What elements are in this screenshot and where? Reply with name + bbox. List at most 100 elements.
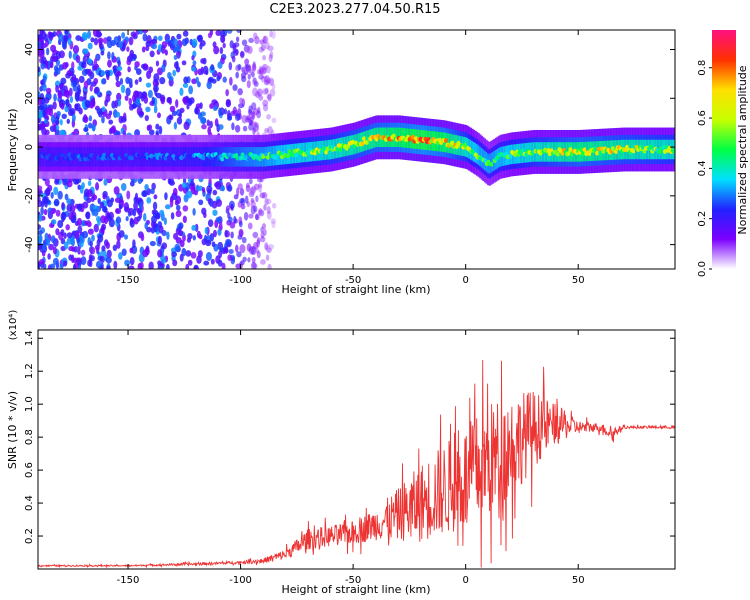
spectrogram-noise-cell	[264, 127, 270, 134]
spectrogram-noise-cell	[266, 114, 271, 120]
y-tick-label: 1.4	[24, 330, 35, 346]
spectrogram-noise-cell	[151, 38, 158, 45]
spectrogram-noise-cell	[150, 188, 155, 195]
spectrogram-noise-cell	[125, 216, 129, 222]
spectrogram-noise-cell	[171, 110, 177, 117]
spectrogram-noise-cell	[207, 219, 214, 228]
spectrogram-peak-cell	[338, 147, 343, 152]
spectrogram-noise-cell	[271, 117, 277, 124]
colorbar: 0.0 0.2 0.4 0.6 0.8 Normalized spectral ampl…	[697, 30, 749, 277]
spectrogram-noise-cell	[44, 118, 48, 125]
spectrogram-noise-cell	[185, 263, 190, 269]
spectrogram-noise-cell	[158, 125, 163, 135]
spectrogram-noise-cell	[252, 87, 258, 97]
spectrogram-noise-cell	[118, 230, 125, 238]
spectrogram-noise-cell	[255, 213, 259, 221]
spectrogram-noise-cell	[182, 96, 188, 104]
spectrogram-noise-cell	[259, 67, 265, 75]
spectrogram-noise-cell	[75, 257, 82, 263]
spectrogram-axes: -150 -100 -50 0 50 -40 -20 0 20 40	[24, 30, 675, 286]
spectrogram-noise-cell	[215, 30, 222, 36]
spectrogram-noise-cell	[225, 205, 231, 211]
spectrogram-noise-cell	[264, 75, 271, 84]
spectrogram-noise-cell	[198, 199, 204, 206]
spectrogram-noise-cell	[210, 258, 215, 265]
spectrogram-noise-cell	[231, 122, 235, 131]
snr-x-axis-label: Height of straight line (km)	[281, 583, 430, 596]
snr-axes: -150 -100 -50 0 50 0.2 0.4 0.6 0.8 1.0 1.2 1.4	[24, 330, 675, 586]
spectrogram-noise-cell	[84, 48, 89, 54]
spectrogram-noise-cell	[258, 208, 263, 216]
spectrogram-noise-cell	[188, 85, 194, 95]
spectrogram-noise-cell	[200, 116, 206, 124]
spectrogram-noise-cell	[53, 186, 59, 196]
spectrogram-noise-cell	[50, 235, 56, 244]
spectrogram-noise-cell	[206, 185, 213, 194]
spectrogram-noise-cell	[91, 234, 95, 242]
y-tick-label: 0	[24, 144, 35, 150]
spectrogram-noise-cell	[48, 108, 54, 117]
y-tick-label: 0.4	[24, 495, 35, 511]
spectrogram-noise-cell	[271, 83, 276, 90]
spectrogram-noise-cell	[241, 114, 248, 124]
spectrogram-noise-cell	[103, 178, 108, 186]
spectrogram-noise-cell	[233, 218, 238, 224]
spectrogram-noise-cell	[87, 189, 93, 198]
spectrogram-noise-cell	[266, 198, 272, 205]
spectrogram-noise-cell	[260, 226, 264, 233]
spectrogram-noise-cell	[66, 180, 73, 188]
spectrogram-noise-cell	[268, 243, 275, 250]
spectrogram-noise-cell	[160, 44, 166, 54]
spectrogram-noise-cell	[267, 45, 274, 52]
spectrogram-noise-cell	[194, 106, 199, 115]
spectrogram-noise-cell	[41, 56, 47, 65]
spectrogram-noise-cell	[249, 68, 254, 76]
spectrogram-noise-cell	[215, 180, 222, 190]
spectrogram-noise-cell	[225, 99, 231, 108]
spectrogram-noise-cell	[90, 196, 95, 203]
spectrogram-noise-cell	[178, 112, 182, 119]
spectrogram-noise-cell	[142, 30, 149, 34]
spectrogram-noise-cell	[135, 68, 142, 76]
spectrogram-noise-cell	[87, 68, 92, 77]
spectrogram-noise-cell	[108, 119, 114, 125]
spectrogram-noise-cell	[232, 84, 238, 91]
spectrogram-noise-cell	[101, 78, 105, 85]
spectrogram-noise-cell	[224, 230, 231, 238]
spectrogram-noise-cell	[182, 205, 189, 212]
spectrogram-noise-cell	[247, 73, 251, 80]
spectrogram-noise-cell	[64, 241, 69, 250]
spectrogram-noise-cell	[227, 254, 233, 261]
spectrogram-noise-cell	[95, 260, 102, 269]
spectrogram-noise-cell	[93, 37, 99, 46]
spectrogram-noise-cell	[68, 211, 74, 221]
spectrogram-noise-cell	[211, 78, 217, 84]
spectrogram-noise-cell	[55, 228, 60, 236]
spectrogram-noise-cell	[175, 210, 182, 218]
spectrogram-noise-cell	[266, 65, 271, 74]
spectrogram-noise-cell	[241, 66, 245, 73]
spectrogram-noise-cell	[224, 248, 229, 254]
spectrogram-noise-cell	[128, 97, 133, 106]
spectrogram-noise-cell	[97, 197, 101, 205]
spectrogram-noise-cell	[118, 40, 123, 49]
spectrogram-peak-cell	[335, 147, 340, 152]
spectrogram-noise-cell	[134, 90, 140, 97]
spectrogram-noise-cell	[264, 198, 269, 206]
spectrogram-noise-cell	[121, 32, 126, 39]
spectrogram-noise-cell	[106, 36, 112, 42]
spectrogram-noise-cell	[72, 79, 78, 87]
spectrogram-noise-cell	[209, 30, 214, 36]
spectrogram-noise-cell	[128, 36, 134, 46]
x-tick-label: -100	[229, 275, 252, 286]
spectrogram-noise-cell	[115, 216, 122, 224]
spectrogram-noise-cell	[266, 247, 272, 254]
spectrogram-noise-cell	[164, 192, 168, 201]
snr-series-line	[38, 359, 675, 569]
spectrogram-noise-cell	[222, 76, 227, 83]
spectrogram-peak-cell	[294, 153, 299, 158]
spectrogram-noise-cell	[172, 259, 178, 267]
spectrogram-noise-cell	[132, 239, 136, 249]
spectrogram-noise-cell	[159, 77, 166, 85]
spectrogram-noise-cell	[173, 122, 178, 130]
